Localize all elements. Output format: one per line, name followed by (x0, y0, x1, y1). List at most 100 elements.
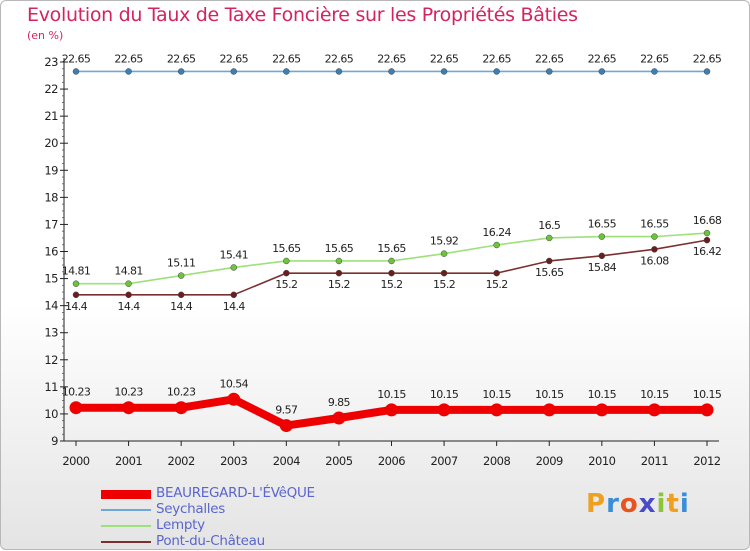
data-point (72, 291, 80, 299)
y-tick-label: 9 (51, 434, 58, 448)
y-tick-label: 22 (44, 82, 58, 96)
data-label: 10.23 (114, 386, 143, 399)
x-tick-label: 2004 (273, 454, 300, 468)
logo-letter: P (586, 489, 607, 519)
chart-series (69, 68, 714, 433)
data-label: 15.11 (167, 257, 196, 270)
y-tick-label: 11 (44, 380, 58, 394)
legend-swatch (101, 490, 151, 499)
chart-axes: 9 10 11 12 13 14 15 16 17 18 19 20 21 22 23 2000 2001 200… (44, 55, 721, 468)
data-label: 14.81 (62, 265, 91, 278)
data-point (700, 403, 714, 417)
data-label: 15.65 (325, 242, 354, 255)
data-point (440, 68, 448, 75)
data-label: 15.2 (380, 278, 402, 291)
data-label: 10.15 (535, 388, 564, 401)
data-label: 14.4 (118, 300, 141, 313)
y-tick-label: 17 (44, 217, 58, 231)
unit-label: (en %) (27, 29, 64, 42)
logo-letter: t (666, 489, 680, 519)
logo-letter: x (638, 489, 657, 519)
data-label: 15.92 (430, 235, 459, 248)
data-label: 14.81 (114, 265, 143, 278)
data-label: 15.41 (220, 248, 249, 261)
data-point (703, 236, 711, 244)
data-label: 10.23 (167, 386, 196, 399)
data-label: 15.65 (377, 242, 406, 255)
data-point (335, 257, 343, 265)
data-point (177, 272, 185, 279)
data-point (388, 269, 395, 277)
data-label: 10.15 (693, 388, 722, 401)
data-point (703, 68, 711, 75)
y-tick-label: 13 (44, 326, 58, 340)
data-label: 22.65 (220, 52, 249, 65)
data-label: 10.15 (377, 388, 406, 401)
data-label: 22.65 (272, 52, 301, 65)
y-tick-label: 15 (44, 272, 58, 286)
proxiti-logo: Proxiti (586, 489, 690, 519)
data-point (440, 269, 448, 277)
data-label: 22.65 (325, 52, 354, 65)
x-tick-label: 2011 (641, 454, 668, 468)
logo-letter: i (656, 489, 667, 519)
y-tick-label: 21 (44, 109, 58, 123)
data-point (230, 264, 237, 271)
data-point (546, 68, 553, 75)
data-label: 16.55 (588, 218, 617, 231)
x-tick-label: 2006 (378, 454, 405, 468)
data-point (647, 403, 661, 417)
data-point (493, 68, 500, 75)
y-tick-label: 12 (44, 353, 58, 367)
data-label: 10.15 (588, 388, 617, 401)
y-tick-label: 20 (44, 136, 58, 150)
data-point (177, 291, 185, 299)
data-point (72, 280, 80, 287)
data-label: 10.15 (482, 388, 511, 401)
data-point (437, 403, 451, 417)
legend-label: BEAUREGARD-L'ÉVêQUE (156, 485, 315, 501)
data-label: 16.08 (640, 254, 669, 267)
data-point (490, 403, 504, 417)
x-tick-label: 2010 (588, 454, 615, 468)
data-point (177, 68, 185, 75)
y-tick-label: 18 (44, 190, 58, 204)
data-point (227, 392, 241, 406)
logo-letter: i (679, 489, 690, 519)
chart-data-labels: 10.23 10.23 10.23 10.54 9.57 9.85 10.15 10.15 10… (62, 52, 723, 416)
data-point (493, 241, 500, 249)
data-label: 10.15 (640, 388, 669, 401)
data-label: 22.65 (588, 52, 617, 65)
y-tick-label: 10 (44, 407, 58, 421)
data-point (595, 403, 609, 417)
data-label: 22.65 (377, 52, 406, 65)
logo-letter: r (606, 489, 620, 519)
data-point (546, 257, 553, 265)
data-label: 15.84 (588, 261, 617, 274)
data-label: 14.4 (65, 300, 88, 313)
data-point (385, 403, 398, 417)
data-label: 14.4 (170, 300, 193, 313)
data-point (283, 68, 290, 75)
data-point (283, 269, 290, 277)
legend-item: BEAUREGARD-L'ÉVêQUE (101, 485, 361, 502)
data-point (703, 229, 711, 237)
data-point (493, 269, 500, 277)
data-point (542, 403, 556, 417)
legend-swatch (101, 541, 151, 543)
data-label: 10.23 (62, 386, 91, 399)
data-label: 15.2 (433, 278, 455, 291)
chart-title: Evolution du Taux de Taxe Foncière sur l… (27, 4, 578, 26)
data-label: 22.65 (482, 52, 511, 65)
data-label: 22.65 (62, 52, 91, 65)
data-label: 10.54 (220, 377, 249, 390)
legend-swatch (101, 509, 151, 511)
data-point (125, 68, 132, 75)
x-tick-label: 2005 (325, 454, 352, 468)
data-point (388, 257, 395, 265)
data-label: 22.65 (114, 52, 143, 65)
x-tick-label: 2007 (430, 454, 457, 468)
data-point (279, 419, 293, 433)
x-tick-label: 2009 (536, 454, 563, 468)
